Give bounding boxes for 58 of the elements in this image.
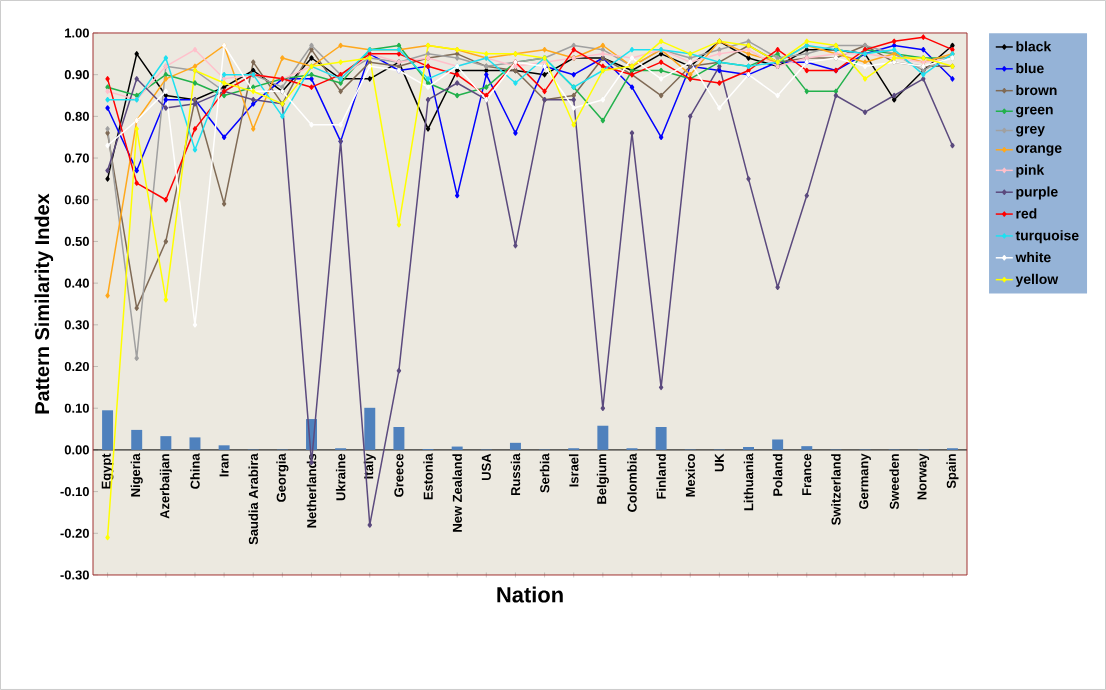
y-tick-label: 0.90	[64, 70, 89, 80]
legend-label: pink	[1016, 164, 1045, 178]
y-tick-label: 0.30	[64, 320, 89, 330]
x-tick-label: Germany	[859, 453, 871, 510]
x-tick-label: UK	[714, 453, 724, 472]
legend-label: turquoise	[1015, 230, 1079, 244]
y-tick-label: 0.70	[64, 153, 89, 163]
x-tick-label: New Zealand	[452, 454, 462, 532]
x-tick-label: Italy	[363, 453, 376, 479]
legend-label: brown	[1016, 84, 1057, 96]
x-tick-label: USA	[481, 453, 491, 480]
x-tick-label: Israel	[568, 454, 579, 487]
legend-label: red	[1016, 208, 1037, 219]
legend-label: purple	[1016, 186, 1058, 200]
legend-label: green	[1016, 106, 1053, 118]
x-tick-label: Colombia	[627, 453, 637, 512]
y-tick-label: -0.10	[60, 487, 89, 497]
x-tick-label: Norway	[917, 453, 930, 500]
x-tick-label: Azerbaijan	[159, 454, 172, 519]
x-tick-label: Netherlands	[306, 453, 317, 528]
y-tick-label: 0.80	[64, 111, 89, 121]
x-tick-label: Georgia	[276, 453, 289, 502]
x-tick-label: China	[190, 453, 200, 489]
x-tick-label: Mexico	[685, 453, 695, 497]
x-tick-label: Ukraine	[335, 453, 346, 501]
x-tick-label: Estonia	[423, 453, 433, 500]
y-axis-title: Pattern Similarity Index	[34, 193, 54, 414]
y-tick-label: 1.00	[65, 28, 89, 38]
y-tick-label: 0.40	[64, 278, 89, 288]
y-tick-label: 0.00	[64, 445, 89, 455]
x-tick-label: Serbia	[539, 453, 550, 493]
y-tick-label: 0.50	[64, 236, 89, 247]
legend-label: grey	[1016, 126, 1045, 137]
x-tick-label: Iran	[219, 454, 229, 477]
x-tick-label: Nigeria	[130, 453, 143, 497]
x-tick-label: Spain	[946, 454, 959, 489]
y-tick-label: -0.20	[60, 528, 89, 538]
x-tick-label: France	[802, 453, 812, 496]
y-tick-label: -0.30	[60, 570, 89, 580]
y-tick-label: 0.60	[64, 195, 89, 205]
x-tick-label: Lithuania	[743, 453, 754, 511]
y-tick-label: 0.20	[64, 361, 89, 372]
legend-label: yellow	[1015, 273, 1059, 287]
legend-label: orange	[1016, 145, 1062, 156]
x-axis-title: Nation	[497, 586, 563, 603]
x-tick-label: Belgium	[596, 454, 609, 504]
x-tick-label: Saudia Arabira	[248, 453, 258, 545]
legend-label: white	[1015, 251, 1051, 263]
x-tick-label: Switzerland	[831, 454, 841, 526]
x-tick-label: Russia	[510, 453, 521, 496]
legend-label: blue	[1016, 63, 1044, 74]
x-tick-label: Egypt	[101, 453, 114, 489]
x-tick-label: Poland	[772, 454, 783, 496]
y-tick-label: 0.10	[64, 403, 89, 413]
x-tick-label: Finland	[656, 454, 666, 499]
x-tick-label: Greece	[394, 453, 404, 497]
legend-label: black	[1016, 41, 1052, 52]
x-tick-label: Sweeden	[889, 454, 899, 510]
